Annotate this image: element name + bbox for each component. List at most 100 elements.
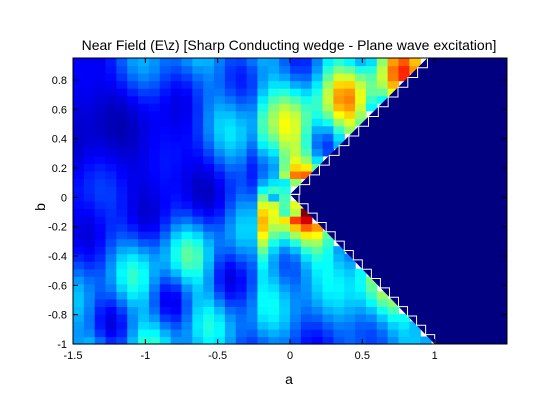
heatmap-cell (105, 276, 117, 285)
heatmap-cell (235, 103, 248, 112)
x-tick-label: -0.5 (208, 350, 227, 362)
heatmap-cell (148, 88, 161, 97)
heatmap-cell (224, 88, 237, 97)
heatmap-cell (322, 321, 334, 330)
heatmap-cell (192, 306, 204, 315)
heatmap-cell (322, 298, 334, 307)
heatmap-cell (268, 88, 280, 97)
heatmap-cell (170, 313, 183, 323)
heatmap-cell (83, 95, 96, 104)
heatmap-cell (365, 321, 378, 330)
heatmap-cell (94, 140, 107, 149)
heatmap-cell (322, 328, 334, 338)
heatmap-cell (355, 118, 367, 127)
heatmap-cell (94, 155, 107, 164)
heatmap-cell (192, 118, 204, 127)
heatmap-cell (279, 261, 291, 270)
heatmap-cell (170, 231, 183, 240)
heatmap-cell (355, 95, 367, 104)
heatmap-cell (203, 65, 215, 74)
heatmap-cell (224, 208, 237, 217)
heatmap-cell (203, 110, 215, 119)
heatmap-cell (311, 140, 324, 149)
heatmap-cell (268, 328, 280, 338)
heatmap-cell (387, 73, 400, 82)
heatmap-cell (235, 291, 248, 300)
heatmap-cell (311, 253, 324, 262)
heatmap-cell (224, 321, 237, 330)
heatmap-cell (73, 336, 85, 345)
heatmap-cell (224, 80, 237, 89)
heatmap-cell (94, 261, 107, 270)
heatmap-cell (224, 246, 237, 255)
heatmap-cell (73, 103, 85, 112)
heatmap-cell (376, 88, 389, 97)
heatmap-cell (138, 118, 150, 127)
heatmap-cell (300, 276, 313, 285)
heatmap-cell (246, 88, 259, 97)
heatmap-cell (170, 185, 183, 195)
heatmap-cell (214, 208, 226, 217)
heatmap-cell (181, 95, 193, 104)
heatmap-cell (387, 328, 400, 338)
heatmap-cell (94, 253, 107, 262)
heatmap-cell (224, 283, 237, 292)
heatmap-cell (268, 178, 280, 187)
heatmap-cell (181, 140, 193, 149)
heatmap-cell (214, 298, 226, 307)
heatmap-cell (257, 95, 269, 104)
heatmap-cell (105, 246, 117, 255)
heatmap-cell (224, 118, 237, 127)
heatmap-cell (246, 163, 259, 172)
heatmap-cell (235, 155, 248, 164)
heatmap-cell (94, 268, 107, 277)
heatmap-cell (268, 103, 280, 112)
heatmap-cell (148, 178, 161, 187)
heatmap-cell (94, 283, 107, 292)
heatmap-cell (105, 231, 117, 240)
y-tick-label: -0.6 (48, 280, 67, 292)
heatmap-cell (268, 321, 280, 330)
heatmap-cell (127, 88, 139, 97)
heatmap-cell (83, 321, 96, 330)
heatmap-cell (192, 103, 204, 112)
heatmap-cell (138, 58, 150, 67)
heatmap-cell (192, 238, 204, 247)
heatmap-cell (94, 125, 107, 134)
heatmap-cell (268, 261, 280, 270)
heatmap-cell (300, 283, 313, 292)
heatmap-cell (300, 238, 313, 247)
heatmap-cell (203, 246, 215, 255)
heatmap-cell (365, 298, 378, 307)
heatmap-cell (246, 283, 259, 292)
heatmap-cell (94, 148, 107, 157)
heatmap-cell (224, 178, 237, 187)
heatmap-cell (159, 103, 172, 112)
heatmap-cell (192, 231, 204, 240)
heatmap-cell (181, 306, 193, 315)
heatmap-cell (148, 321, 161, 330)
heatmap-cell (420, 336, 432, 345)
heatmap-cell (105, 208, 117, 217)
heatmap-cell (257, 88, 269, 97)
heatmap-cell (83, 231, 96, 240)
heatmap-cell (127, 170, 139, 180)
heatmap-cell (127, 328, 139, 338)
heatmap-cell (94, 276, 107, 285)
heatmap-cell (322, 58, 334, 67)
heatmap-cell (279, 208, 291, 217)
heatmap-cell (355, 291, 367, 300)
heatmap-cell (94, 133, 107, 142)
heatmap-cell (214, 178, 226, 187)
heatmap-cell (300, 306, 313, 315)
heatmap-cell (398, 65, 410, 74)
heatmap-cell (224, 65, 237, 74)
heatmap-cell (268, 58, 280, 67)
heatmap-cell (224, 328, 237, 338)
heatmap-cell (105, 65, 117, 74)
heatmap-cell (94, 110, 107, 119)
heatmap-cell (127, 148, 139, 157)
heatmap-cell (116, 208, 128, 217)
heatmap-cell (246, 148, 259, 157)
heatmap-cell (73, 216, 85, 225)
